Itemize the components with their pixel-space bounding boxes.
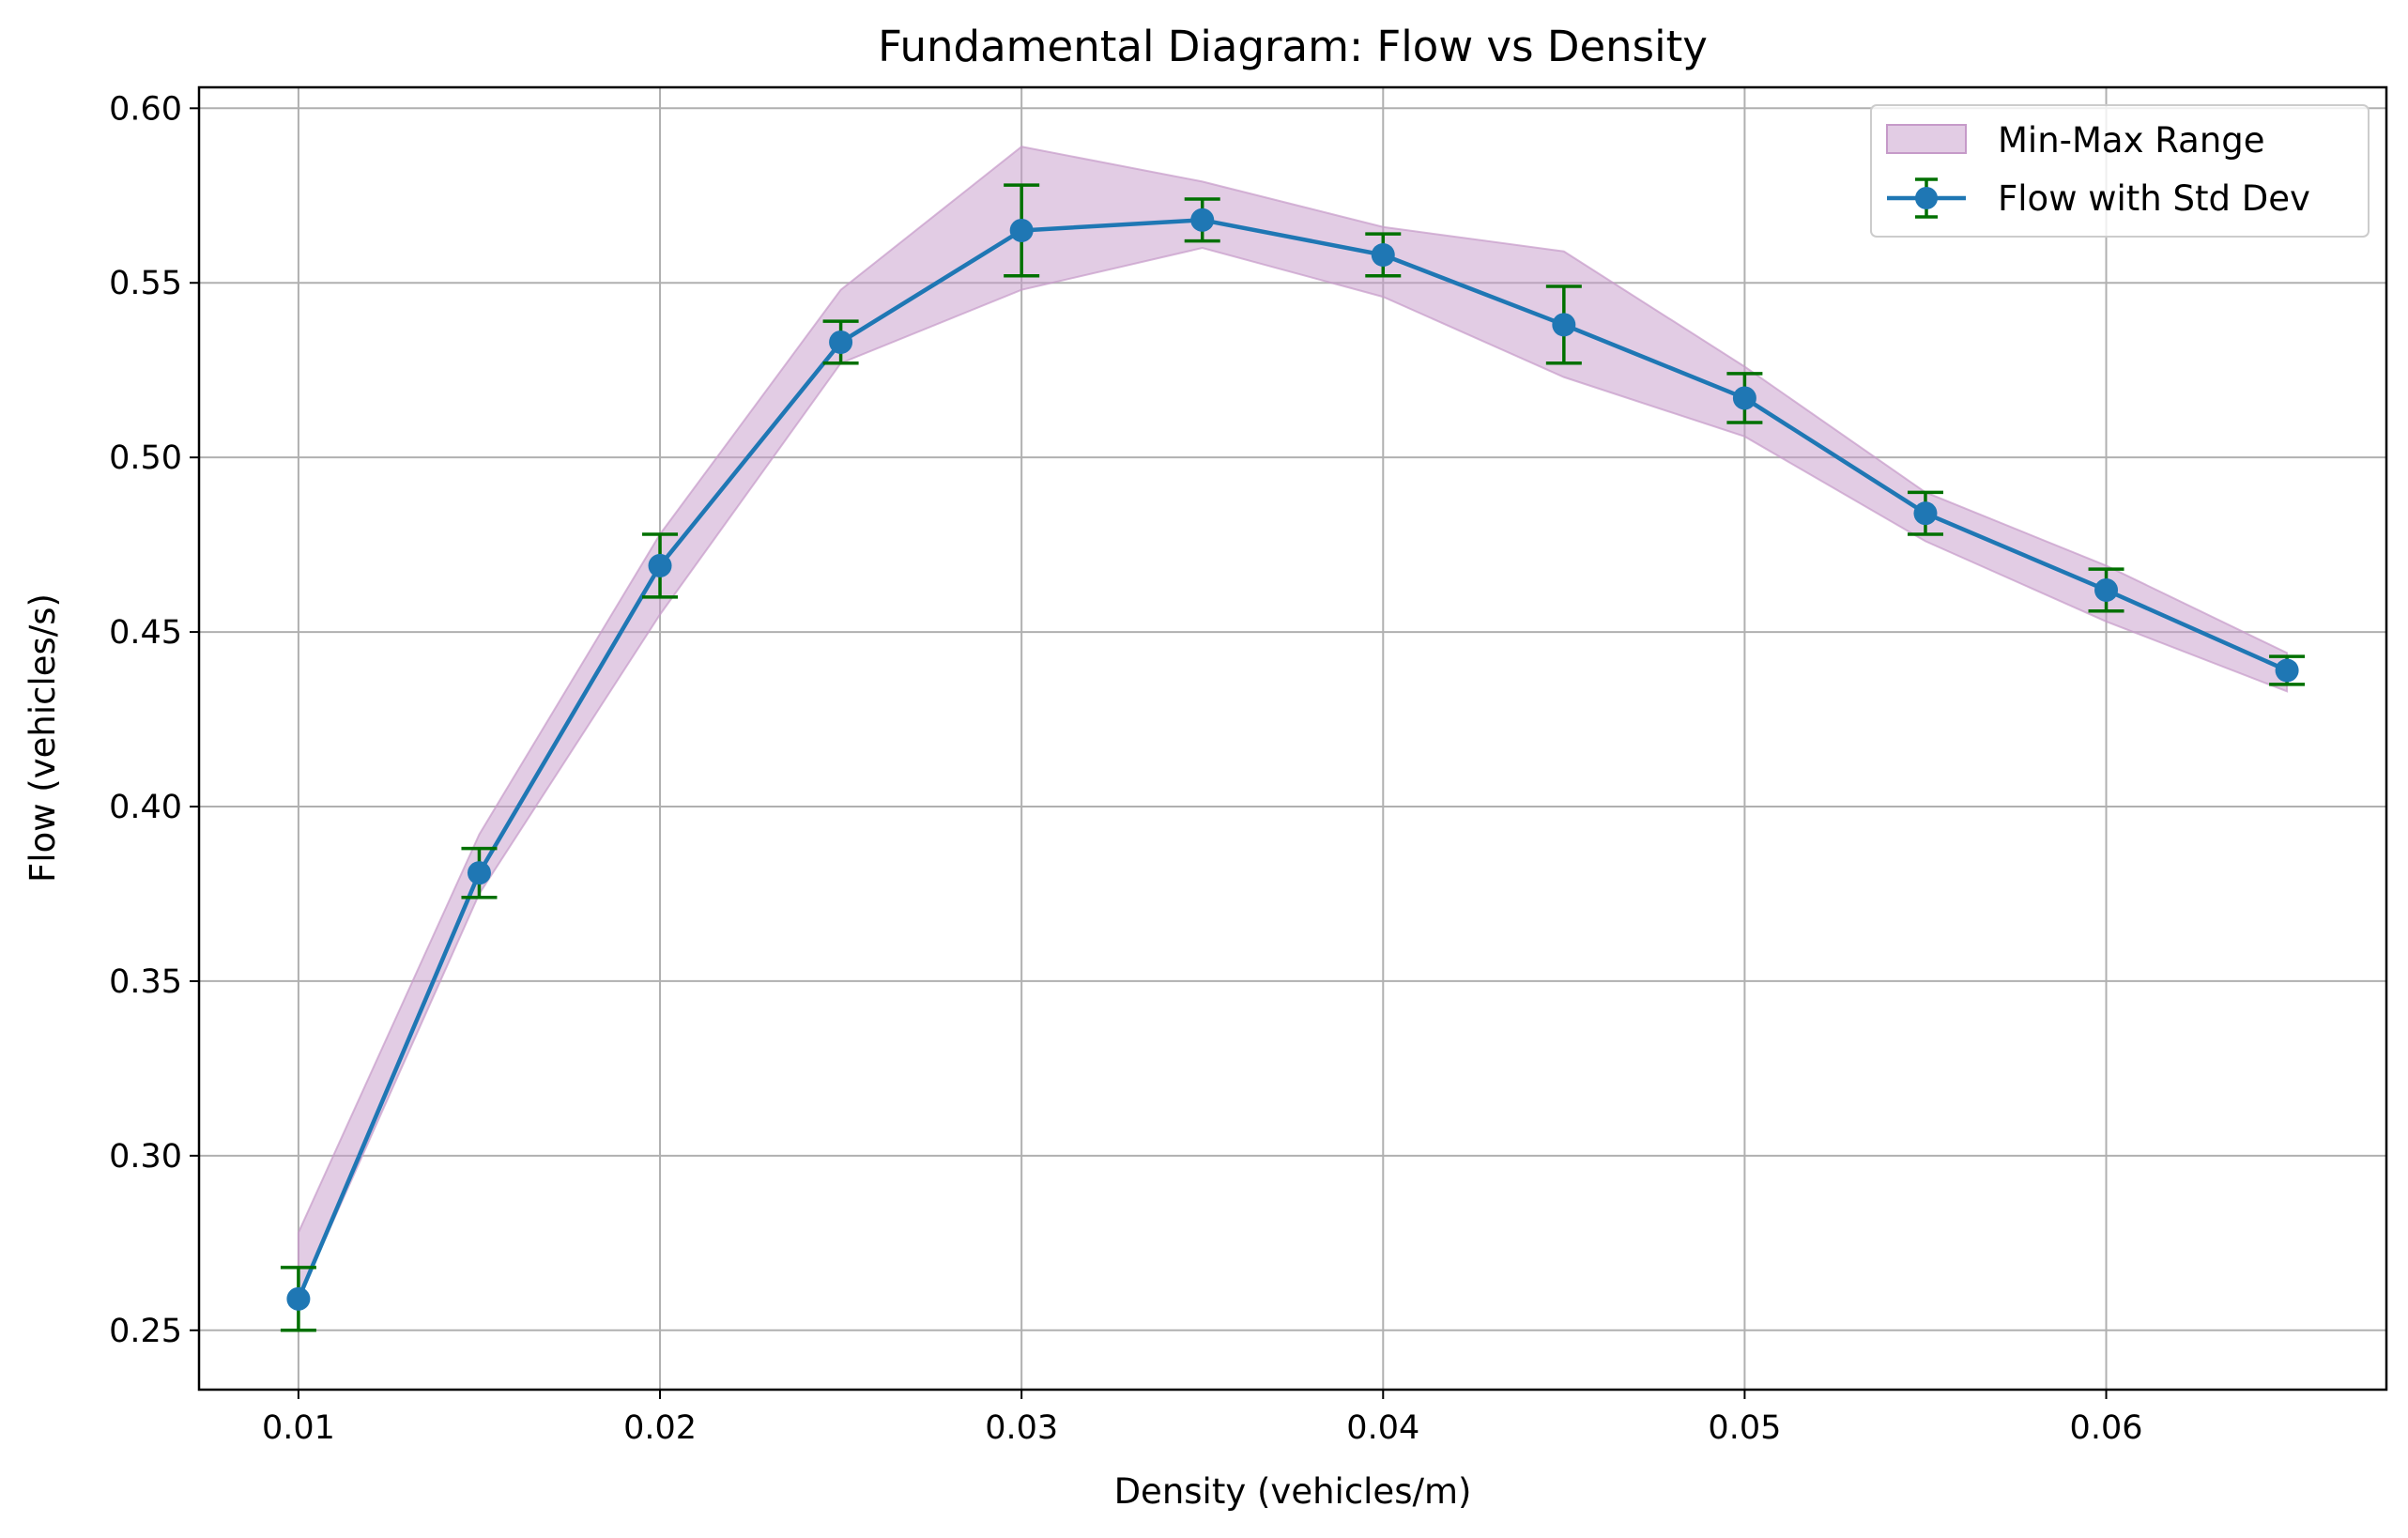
grid [199, 87, 2386, 1390]
axis-ticks: 0.01 0.02 0.03 0.04 0.05 0.06 0.25 0.30 0.35 0.40… [109, 90, 2142, 1447]
data-point [829, 330, 853, 354]
y-tick-label: 0.35 [109, 963, 182, 1001]
y-axis-title: Flow (vehicles/s) [23, 593, 63, 883]
x-tick-label: 0.02 [623, 1409, 697, 1447]
legend-swatch-marker [1915, 187, 1938, 209]
y-tick-label: 0.55 [109, 265, 182, 302]
y-tick-label: 0.40 [109, 789, 182, 826]
x-tick-label: 0.05 [1708, 1409, 1781, 1447]
data-point [1371, 242, 1395, 267]
legend-label-line: Flow with Std Dev [1998, 178, 2310, 219]
data-point [648, 553, 672, 577]
legend-frame [1870, 104, 2370, 238]
x-tick-label: 0.06 [2070, 1409, 2143, 1447]
data-point [467, 861, 491, 885]
flow-series [280, 183, 2306, 1332]
x-tick-label: 0.03 [985, 1409, 1058, 1447]
data-point [1913, 501, 1938, 526]
y-tick-label: 0.45 [109, 614, 182, 652]
x-tick-label: 0.01 [262, 1409, 335, 1447]
y-tick-label: 0.50 [109, 439, 182, 477]
data-point [1190, 208, 1215, 232]
x-axis-title: Density (vehicles/m) [1114, 1471, 1472, 1512]
legend: Min-Max Range Flow with Std Dev [1870, 104, 2370, 238]
chart-title: Fundamental Diagram: Flow vs Density [878, 22, 1708, 71]
y-tick-label: 0.25 [109, 1313, 182, 1350]
legend-label-band: Min-Max Range [1998, 120, 2265, 161]
data-point [1552, 313, 1576, 337]
data-point [1732, 386, 1756, 410]
data-point [286, 1286, 311, 1311]
data-point [2094, 577, 2119, 602]
data-point [2275, 658, 2299, 683]
y-tick-label: 0.60 [109, 90, 182, 128]
legend-swatch-band [1886, 124, 1967, 154]
x-tick-label: 0.04 [1346, 1409, 1419, 1447]
flow-line [296, 218, 2289, 1300]
plot-frame [197, 85, 2388, 1392]
data-point [1009, 218, 1034, 242]
y-tick-label: 0.30 [109, 1138, 182, 1176]
